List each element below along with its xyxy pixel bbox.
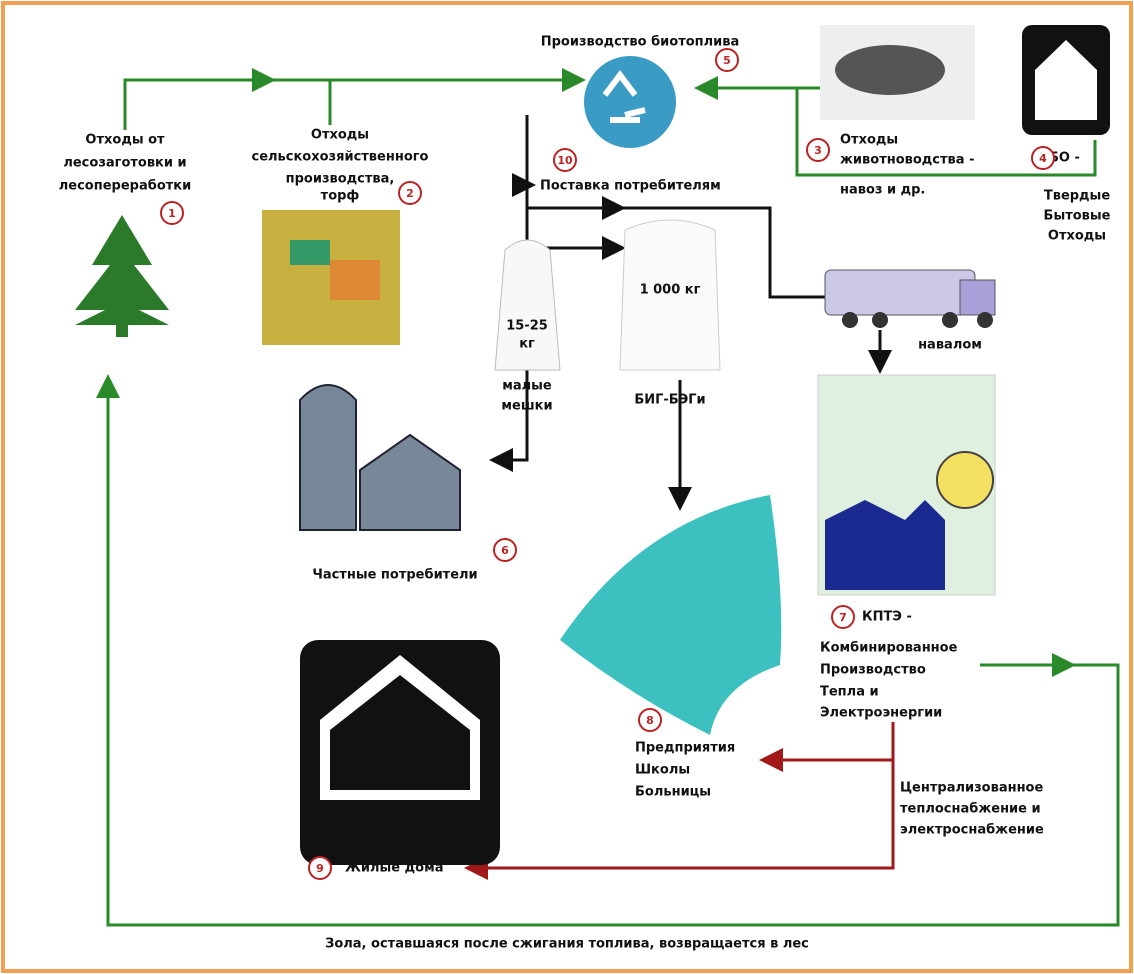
label: лесозаготовки и — [63, 156, 186, 171]
hub-title: Производство биотоплива — [541, 35, 740, 50]
ash-note: Зола, оставшаяся после сжигания топлива,… — [325, 937, 809, 952]
number: 9 — [316, 862, 324, 875]
label: Отходы — [840, 133, 898, 148]
number: 5 — [723, 54, 731, 67]
label: малые — [502, 379, 552, 394]
number: 7 — [839, 611, 847, 624]
label: Больницы — [635, 785, 711, 800]
label: навалом — [918, 338, 982, 353]
label: Отходы — [311, 128, 369, 143]
label: Тепла и — [820, 685, 879, 700]
label: теплоснабжение и — [900, 802, 1041, 817]
label: животноводства - — [840, 153, 974, 168]
number: 6 — [501, 544, 509, 557]
label: Поставка потребителям — [540, 179, 721, 194]
label: 1 000 кг — [640, 283, 701, 298]
label: сельскохозяйственного — [252, 150, 429, 165]
label: Жилые дома — [345, 861, 443, 876]
label: Школы — [635, 763, 690, 778]
number: 4 — [1039, 152, 1047, 165]
number: 3 — [814, 144, 822, 157]
label: 15-25 — [506, 319, 548, 334]
label: Производство — [820, 663, 926, 678]
number: 10 — [557, 154, 573, 167]
label: Бытовые — [1044, 209, 1111, 224]
diagram: Производство биотоплива 5 Отходы от лесозаг… — [0, 0, 1134, 974]
label: Централизованное — [900, 781, 1043, 796]
label: Отходы — [1048, 229, 1106, 244]
label: КПТЭ - — [862, 610, 912, 625]
number: 8 — [646, 714, 654, 727]
number: 2 — [406, 187, 414, 200]
number: 1 — [168, 207, 176, 220]
label: Предприятия — [635, 741, 735, 756]
label: Отходы от — [85, 133, 165, 148]
label: БИГ-БЭГи — [634, 393, 705, 408]
label: Комбинированное — [820, 641, 958, 656]
label: мешки — [501, 399, 552, 414]
pictures — [75, 25, 1110, 865]
label: навоз и др. — [840, 183, 925, 198]
label: Частные потребители — [312, 568, 477, 583]
label: кг — [519, 337, 535, 352]
label: торф — [321, 189, 360, 204]
label: Твердые — [1044, 189, 1110, 204]
label: лесопереработки — [59, 179, 191, 194]
label: производства, — [286, 172, 395, 187]
label: Электроэнергии — [820, 706, 942, 721]
label: электроснабжение — [900, 823, 1044, 838]
